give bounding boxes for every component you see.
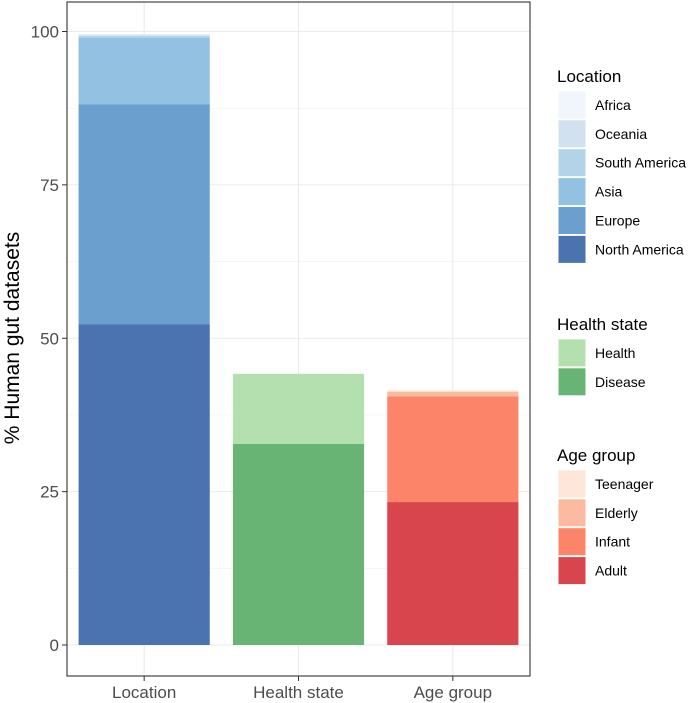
legend-key-disease bbox=[557, 367, 587, 397]
legend-title: Location bbox=[557, 67, 621, 86]
bar-segment-disease bbox=[232, 443, 365, 645]
bar-segment-infant bbox=[387, 396, 519, 503]
legend-key-africa bbox=[557, 90, 587, 120]
legend-label-elderly: Elderly bbox=[595, 505, 638, 521]
legend-label-south-america: South America bbox=[595, 155, 686, 171]
bar-segment-asia bbox=[78, 37, 210, 105]
legend: Location Africa Oceania South America Asia Eu… bbox=[557, 67, 686, 586]
legend-key-asia bbox=[557, 177, 587, 207]
bar-segment-adult bbox=[387, 502, 519, 645]
y-tick-label: 75 bbox=[40, 176, 59, 195]
legend-label-teenager: Teenager bbox=[595, 476, 654, 492]
bar-segment-africa bbox=[78, 33, 210, 35]
bar-segment-oceania bbox=[78, 34, 210, 36]
legend-key-health bbox=[557, 338, 587, 368]
bars bbox=[78, 33, 519, 645]
legend-title: Health state bbox=[557, 315, 648, 334]
y-axis-title: % Human gut datasets bbox=[1, 232, 24, 444]
legend-label-disease: Disease bbox=[595, 374, 646, 390]
y-tick-label: 25 bbox=[40, 483, 59, 502]
legend-key-teenager bbox=[557, 469, 587, 499]
legend-key-infant bbox=[557, 527, 587, 557]
legend-key-elderly bbox=[557, 498, 587, 528]
legend-label-health: Health bbox=[595, 345, 635, 361]
legend-key-north-america bbox=[557, 234, 587, 264]
legend-label-europe: Europe bbox=[595, 213, 640, 229]
legend-title: Age group bbox=[557, 446, 635, 465]
bar-segment-elderly bbox=[387, 391, 519, 397]
bar-segment-teenager bbox=[387, 390, 519, 392]
bar-segment-health bbox=[232, 373, 365, 444]
x-tick-label: Health state bbox=[253, 683, 344, 702]
legend-label-north-america: North America bbox=[595, 241, 684, 257]
legend-label-infant: Infant bbox=[595, 534, 630, 550]
legend-label-asia: Asia bbox=[595, 184, 622, 200]
legend-key-south-america bbox=[557, 148, 587, 178]
x-tick-label: Age group bbox=[414, 683, 492, 702]
legend-label-africa: Africa bbox=[595, 97, 631, 113]
y-tick-label: 50 bbox=[40, 329, 59, 348]
legend-key-europe bbox=[557, 206, 587, 235]
bar-segment-south-america bbox=[78, 35, 210, 38]
bar-segment-europe bbox=[78, 104, 210, 325]
legend-key-oceania bbox=[557, 119, 587, 149]
axes: 0 25 50 75 100 Location Health state Age group bbox=[31, 23, 492, 703]
legend-label-oceania: Oceania bbox=[595, 126, 647, 142]
y-tick-label: 100 bbox=[31, 23, 59, 42]
bar-segment-north-america bbox=[78, 324, 210, 645]
x-tick-label: Location bbox=[112, 683, 176, 702]
y-tick-label: 0 bbox=[50, 636, 59, 655]
legend-label-adult: Adult bbox=[595, 563, 627, 579]
legend-key-adult bbox=[557, 556, 587, 586]
